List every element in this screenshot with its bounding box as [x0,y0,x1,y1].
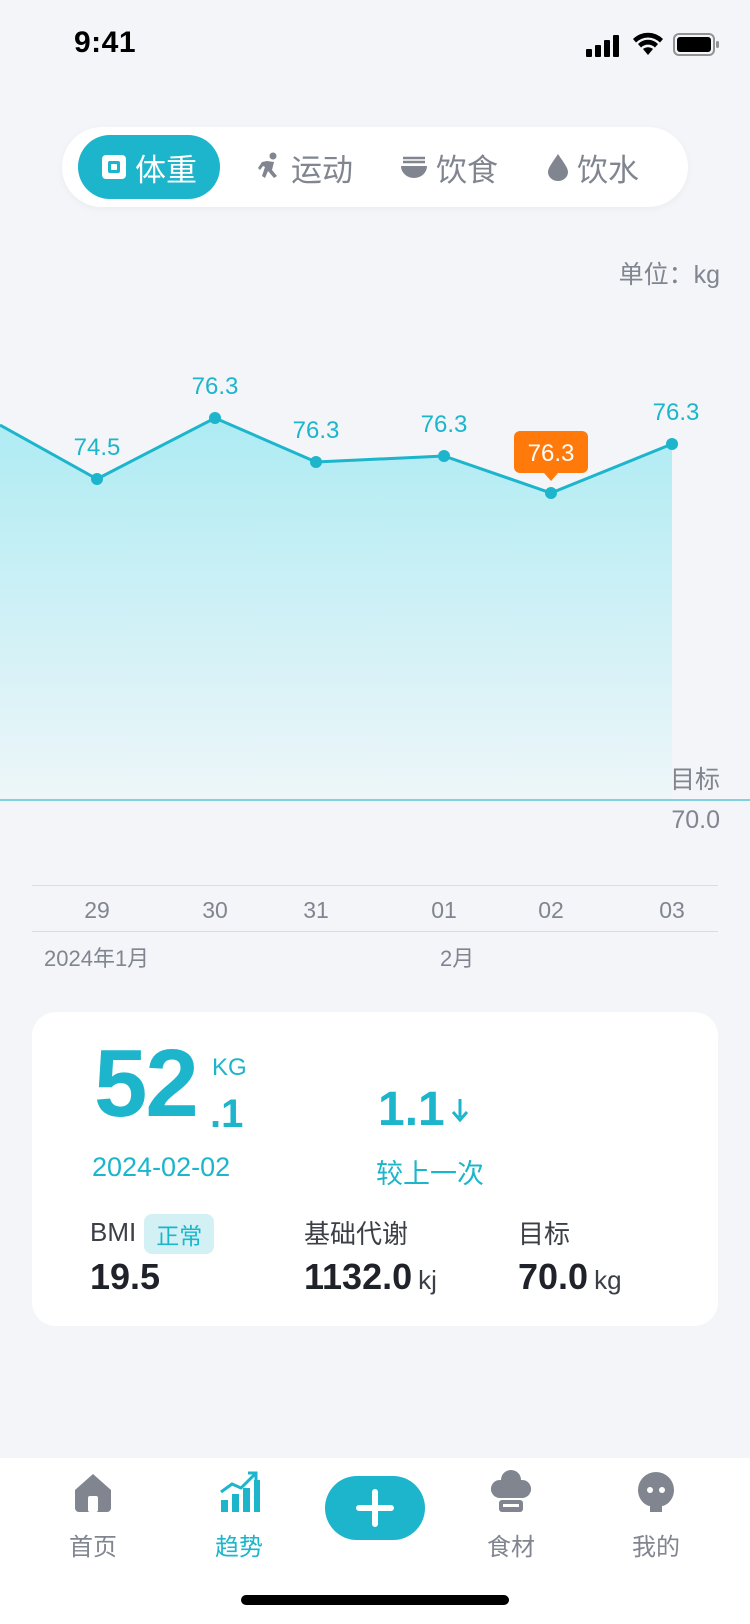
tab-water[interactable]: 饮水 [522,135,664,199]
x-tick-label: 02 [538,897,564,923]
nav-food[interactable]: 食材 [451,1470,571,1562]
target-unit: kg [594,1265,622,1295]
month-label-jan: 2024年1月 [44,946,150,971]
tab-exercise[interactable]: 运动 [234,135,376,199]
goal-line-label: 目标 [669,766,720,794]
data-point[interactable] [666,438,678,450]
bmr-number: 1132.0 [304,1256,413,1297]
weight-change-label: 较上一次 [376,1159,484,1189]
bmr-label: 基础代谢 [304,1219,409,1249]
highlight-tooltip [514,431,588,473]
data-point[interactable] [209,412,221,424]
tab-diet-label: 饮食 [436,152,498,188]
bmr-value: 1132.0 kj [304,1256,437,1298]
scale-icon [102,155,126,179]
data-point[interactable] [310,456,322,468]
data-label: 74.5 [74,434,121,461]
plus-icon [356,1489,394,1527]
weight-change-value: 1.1 [378,1083,445,1136]
tab-weight[interactable]: 体重 [78,135,220,199]
bowl-icon [401,156,427,178]
data-point[interactable] [438,450,450,462]
cellular-signal-icon [586,33,622,57]
x-tick-label: 29 [84,897,110,923]
target-number: 70.0 [518,1256,589,1297]
tab-water-label: 饮水 [577,152,639,188]
chef-hat-icon [490,1470,532,1512]
target-label: 目标 [518,1219,571,1249]
chart-area [0,418,672,800]
status-time: 9:41 [74,26,137,59]
unit-label: 单位：kg [618,261,720,289]
weight-trend-chart: 74.5 76.3 76.3 76.3 76.3 76.3 [0,373,750,801]
home-indicator [241,1595,509,1605]
nav-home-label: 首页 [69,1534,117,1561]
goal-line-value: 70.0 [671,806,720,834]
water-drop-icon [548,154,568,181]
home-icon [75,1474,111,1512]
category-tabs: 体重 运动 饮食 饮水 [62,127,688,207]
bmr-unit: kj [418,1265,437,1295]
month-divider [32,931,718,932]
data-label: 76.3 [293,417,340,444]
weight-summary-card: 52 KG .1 2024-02-02 1.1 较上一次 BMI 正常 19.5 … [32,1012,718,1326]
data-label: 76.3 [653,399,700,426]
bmi-label-text: BMI [90,1216,137,1247]
data-label-highlight: 76.3 [528,440,575,467]
x-tick-label: 31 [303,897,329,923]
running-icon [258,152,277,178]
weight-change: 1.1 [378,1082,469,1137]
measure-date: 2024-02-02 [92,1152,231,1182]
wifi-icon [633,32,663,55]
bmi-status-badge: 正常 [144,1214,215,1254]
month-label-feb: 2月 [440,946,475,971]
highlight-tooltip-pointer [544,473,558,481]
data-label: 76.3 [192,373,239,400]
data-point[interactable] [545,487,557,499]
x-tick-label: 03 [659,897,685,923]
x-tick-label: 30 [202,897,228,923]
nav-mine-label: 我的 [632,1534,680,1561]
tab-diet[interactable]: 饮食 [378,135,520,199]
nav-mine[interactable]: 我的 [596,1470,716,1562]
profile-face-icon [638,1472,674,1512]
nav-food-label: 食材 [487,1534,535,1561]
weight-decimal: .1 [210,1092,244,1136]
x-axis-line [32,885,718,886]
weight-unit: KG [212,1054,247,1081]
nav-trend[interactable]: 趋势 [179,1470,299,1562]
trend-chart-icon [220,1471,260,1512]
target-value: 70.0 kg [518,1256,622,1298]
data-label: 76.3 [421,411,468,438]
nav-home[interactable]: 首页 [33,1470,153,1562]
data-point[interactable] [91,473,103,485]
tab-weight-label: 体重 [135,152,197,188]
battery-icon [673,33,719,56]
x-tick-label: 01 [431,897,457,923]
status-bar: 9:41 [0,0,750,90]
bmi-value: 19.5 [90,1256,161,1297]
bmi-label: BMI 正常 [90,1214,215,1254]
weight-integer: 52 [94,1030,199,1137]
nav-trend-label: 趋势 [215,1534,263,1561]
tab-exercise-label: 运动 [291,152,353,188]
arrow-down-icon [451,1098,468,1122]
add-record-button[interactable] [325,1476,425,1540]
